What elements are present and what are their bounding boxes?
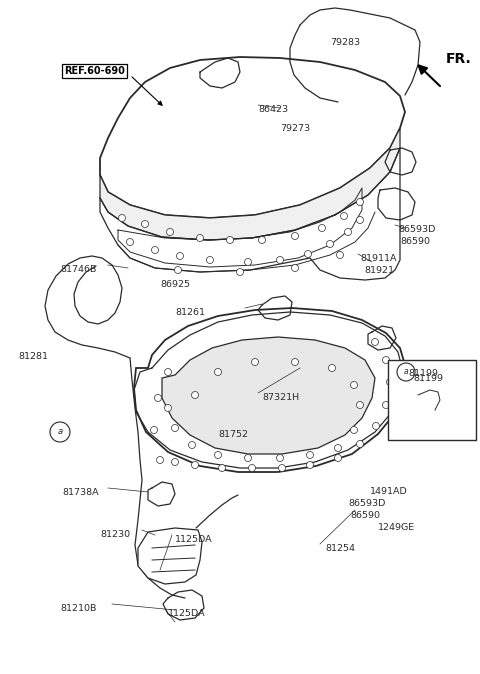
Circle shape <box>252 359 259 365</box>
Circle shape <box>171 425 179 431</box>
Text: 86590: 86590 <box>350 511 380 520</box>
Circle shape <box>291 359 299 365</box>
Circle shape <box>151 427 157 433</box>
Text: 81230: 81230 <box>100 530 130 539</box>
Circle shape <box>165 404 171 412</box>
Circle shape <box>335 454 341 462</box>
Circle shape <box>155 394 161 402</box>
Text: 81254: 81254 <box>325 544 355 553</box>
Circle shape <box>345 228 351 235</box>
Circle shape <box>307 452 313 458</box>
Circle shape <box>304 251 312 257</box>
Circle shape <box>372 423 380 429</box>
Text: 86593D: 86593D <box>348 499 385 508</box>
Circle shape <box>278 464 286 472</box>
Circle shape <box>156 456 164 464</box>
Text: 86593D: 86593D <box>398 225 435 234</box>
Text: 1491AD: 1491AD <box>370 487 408 496</box>
Circle shape <box>350 427 358 433</box>
Circle shape <box>175 266 181 274</box>
Circle shape <box>192 462 199 468</box>
Circle shape <box>119 214 125 222</box>
Text: 1125DA: 1125DA <box>168 609 205 618</box>
Circle shape <box>206 257 214 264</box>
Text: 1125DA: 1125DA <box>175 535 213 544</box>
Polygon shape <box>134 308 405 472</box>
Circle shape <box>350 381 358 388</box>
Text: 1249GE: 1249GE <box>378 523 415 532</box>
Text: 81921: 81921 <box>364 266 394 275</box>
Circle shape <box>357 402 363 408</box>
Circle shape <box>383 402 389 408</box>
Text: 86925: 86925 <box>160 280 190 289</box>
Text: 86423: 86423 <box>258 105 288 114</box>
Circle shape <box>215 452 221 458</box>
Circle shape <box>276 454 284 462</box>
Text: 79273: 79273 <box>280 124 310 133</box>
Circle shape <box>192 392 199 398</box>
Circle shape <box>249 464 255 472</box>
Circle shape <box>259 237 265 243</box>
Text: 81210B: 81210B <box>60 604 96 613</box>
Circle shape <box>276 257 284 264</box>
Text: 81281: 81281 <box>18 352 48 361</box>
Circle shape <box>237 268 243 276</box>
Circle shape <box>165 369 171 375</box>
Circle shape <box>340 212 348 220</box>
Text: 87321H: 87321H <box>262 393 299 402</box>
Text: 81738A: 81738A <box>62 488 98 497</box>
Polygon shape <box>100 128 400 240</box>
Circle shape <box>227 237 233 243</box>
Polygon shape <box>162 337 375 454</box>
Circle shape <box>372 338 379 346</box>
Circle shape <box>167 228 173 235</box>
Text: 81911A: 81911A <box>360 254 396 263</box>
Text: REF.60-690: REF.60-690 <box>64 66 125 76</box>
Circle shape <box>397 363 415 381</box>
Circle shape <box>336 251 344 259</box>
Circle shape <box>328 365 336 371</box>
Circle shape <box>383 357 389 363</box>
Circle shape <box>152 247 158 253</box>
Circle shape <box>244 259 252 266</box>
Circle shape <box>357 441 363 448</box>
Circle shape <box>357 199 363 206</box>
Text: 81752: 81752 <box>218 430 248 439</box>
Circle shape <box>357 216 363 224</box>
Circle shape <box>177 253 183 259</box>
Text: 81199: 81199 <box>413 374 443 383</box>
Circle shape <box>291 233 299 239</box>
Circle shape <box>307 462 313 468</box>
Circle shape <box>335 444 341 452</box>
Circle shape <box>244 454 252 462</box>
Text: a: a <box>58 427 62 437</box>
Circle shape <box>171 458 179 466</box>
Text: 86590: 86590 <box>400 237 430 246</box>
Text: 81746B: 81746B <box>60 265 96 274</box>
Circle shape <box>127 239 133 245</box>
Text: FR.: FR. <box>446 52 472 66</box>
Circle shape <box>326 241 334 247</box>
Text: a: a <box>404 367 408 377</box>
FancyBboxPatch shape <box>388 360 476 440</box>
Circle shape <box>291 264 299 272</box>
Circle shape <box>319 224 325 231</box>
Polygon shape <box>100 57 405 218</box>
Text: 81261: 81261 <box>175 308 205 317</box>
Circle shape <box>196 235 204 241</box>
Circle shape <box>218 464 226 472</box>
Circle shape <box>50 422 70 442</box>
Polygon shape <box>138 528 202 584</box>
Text: 79283: 79283 <box>330 38 360 47</box>
Circle shape <box>189 441 195 448</box>
Circle shape <box>142 220 148 228</box>
Circle shape <box>386 379 394 386</box>
Circle shape <box>215 369 221 375</box>
Text: 81199: 81199 <box>408 369 438 379</box>
